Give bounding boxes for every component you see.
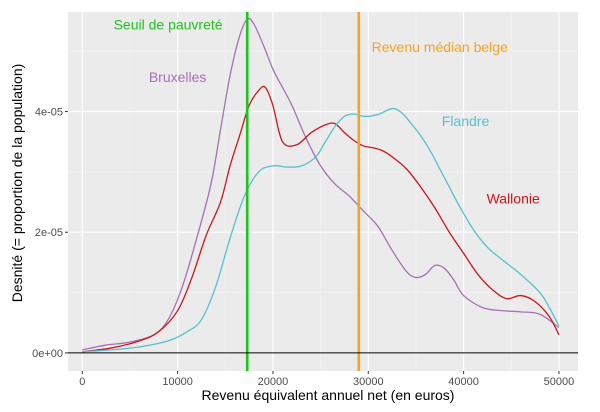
x-tick-label: 30000 bbox=[353, 376, 384, 388]
grid-minor bbox=[68, 12, 578, 371]
x-tick-label: 40000 bbox=[448, 376, 479, 388]
series-line-flandre bbox=[82, 107, 560, 353]
x-tick-label: 0 bbox=[79, 376, 85, 388]
annotation-label: Bruxelles bbox=[149, 69, 207, 85]
annotation-label: Wallonie bbox=[487, 190, 540, 206]
series-layer bbox=[82, 17, 560, 353]
x-tick-label: 20000 bbox=[258, 376, 289, 388]
annotations: Bruxelles Flandre Wallonie Seuil de pauvret… bbox=[114, 16, 540, 206]
y-tick-label: 4e-05 bbox=[35, 107, 63, 119]
annotation-label: Seuil de pauvreté bbox=[114, 16, 223, 32]
x-axis-title: Revenu équivalent annuel net (en euros) bbox=[202, 387, 455, 403]
x-tick-label: 50000 bbox=[544, 376, 575, 388]
y-tick-label: 0e+00 bbox=[32, 348, 63, 360]
annotation-label: Revenu médian belge bbox=[372, 39, 508, 55]
x-axis-ticks: 0 10000 20000 30000 40000 50000 bbox=[79, 371, 574, 388]
series-line-wallonie bbox=[82, 85, 560, 353]
x-tick-label: 10000 bbox=[162, 376, 193, 388]
y-tick-label: 2e-05 bbox=[35, 227, 63, 239]
annotation-label: Flandre bbox=[442, 113, 490, 129]
plot-panel bbox=[68, 12, 578, 371]
reference-lines bbox=[245, 12, 361, 371]
series-line-bruxelles bbox=[82, 17, 560, 351]
y-axis-title: Desnité (= proportion de la population) bbox=[9, 64, 25, 303]
y-axis-ticks: 0e+00 2e-05 4e-05 bbox=[32, 107, 68, 360]
